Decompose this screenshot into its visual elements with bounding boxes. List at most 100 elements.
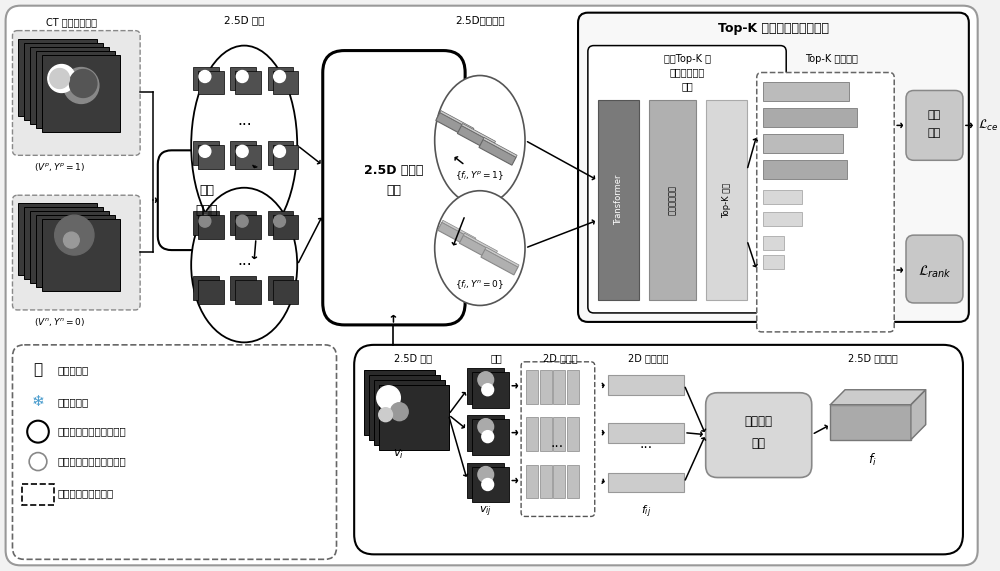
Bar <box>42 55 120 132</box>
Bar <box>230 211 256 235</box>
Circle shape <box>55 215 94 255</box>
Text: 参数冻结层: 参数冻结层 <box>58 397 89 407</box>
Text: 2.5D实例特征: 2.5D实例特征 <box>455 15 505 26</box>
Bar <box>649 100 696 300</box>
FancyBboxPatch shape <box>706 393 812 477</box>
FancyBboxPatch shape <box>12 31 140 155</box>
Polygon shape <box>462 123 496 143</box>
Ellipse shape <box>435 191 525 305</box>
Bar <box>268 276 293 300</box>
Bar <box>369 375 440 440</box>
Bar <box>553 417 565 451</box>
Bar <box>193 211 219 235</box>
Text: 网络: 网络 <box>752 437 766 450</box>
Bar <box>830 405 911 440</box>
FancyBboxPatch shape <box>323 51 465 325</box>
Bar <box>36 51 115 128</box>
Bar <box>364 370 435 435</box>
Polygon shape <box>440 111 474 130</box>
Bar <box>18 203 97 275</box>
Bar <box>763 108 857 127</box>
Bar <box>526 465 538 498</box>
Circle shape <box>199 215 211 227</box>
Bar <box>273 146 298 169</box>
Bar <box>230 276 256 300</box>
Bar <box>608 423 684 443</box>
Text: $\mathcal{L}_{rank}$: $\mathcal{L}_{rank}$ <box>918 264 951 280</box>
Text: $v_i$: $v_i$ <box>393 448 404 461</box>
FancyBboxPatch shape <box>757 73 894 332</box>
Polygon shape <box>438 222 475 248</box>
Polygon shape <box>481 249 518 275</box>
Text: $\mathcal{L}_{ce}$: $\mathcal{L}_{ce}$ <box>978 118 998 133</box>
Bar <box>30 47 109 124</box>
Bar <box>24 43 103 120</box>
Bar <box>273 71 298 94</box>
Circle shape <box>199 146 211 158</box>
Text: 2.5D 特征提: 2.5D 特征提 <box>364 164 423 177</box>
Text: $f_{ij}$: $f_{ij}$ <box>641 503 651 520</box>
Bar <box>706 100 747 300</box>
Circle shape <box>50 69 69 89</box>
Bar <box>763 236 784 250</box>
Bar <box>763 160 847 179</box>
Bar <box>526 370 538 404</box>
Bar <box>472 467 509 502</box>
Bar <box>553 465 565 498</box>
Ellipse shape <box>191 188 297 343</box>
Bar <box>608 375 684 395</box>
Text: 机制: 机制 <box>681 82 693 91</box>
Text: 实例: 实例 <box>199 184 214 197</box>
Bar <box>472 372 509 408</box>
Bar <box>193 142 219 165</box>
Bar <box>198 146 224 169</box>
Text: 正例包中的实例特征空间: 正例包中的实例特征空间 <box>58 457 126 467</box>
Bar <box>763 190 802 204</box>
Polygon shape <box>459 235 496 261</box>
Bar <box>268 211 293 235</box>
Text: $(V^p, Y^p = 1)$: $(V^p, Y^p = 1)$ <box>34 161 85 173</box>
Bar <box>198 215 224 239</box>
Text: 2.5D 实例: 2.5D 实例 <box>224 15 264 26</box>
Bar <box>467 368 504 404</box>
Bar <box>763 134 843 154</box>
Polygon shape <box>483 138 517 157</box>
Bar <box>193 276 219 300</box>
Text: 特征聚合: 特征聚合 <box>745 415 773 428</box>
Bar <box>379 385 449 449</box>
Bar <box>540 370 552 404</box>
Bar <box>567 370 579 404</box>
FancyBboxPatch shape <box>158 150 256 250</box>
Bar <box>467 463 504 498</box>
Circle shape <box>236 146 248 158</box>
Circle shape <box>199 71 211 82</box>
Text: $f_i$: $f_i$ <box>868 452 877 468</box>
Polygon shape <box>436 112 473 138</box>
Circle shape <box>236 215 248 227</box>
Bar <box>42 219 120 291</box>
Bar <box>230 142 256 165</box>
Text: 权重共享特征编码器: 权重共享特征编码器 <box>58 489 114 498</box>
Circle shape <box>391 403 408 421</box>
Text: CT 卷图像（包）: CT 卷图像（包） <box>46 18 97 27</box>
Text: 🔥: 🔥 <box>33 362 43 377</box>
Bar <box>268 142 293 165</box>
Bar <box>598 100 639 300</box>
FancyBboxPatch shape <box>588 46 786 313</box>
Text: $\{f_i, Y^n = 0\}$: $\{f_i, Y^n = 0\}$ <box>455 279 505 291</box>
FancyBboxPatch shape <box>521 362 595 516</box>
Circle shape <box>478 419 494 435</box>
Bar <box>235 71 261 94</box>
Bar <box>540 465 552 498</box>
Polygon shape <box>911 390 926 440</box>
FancyBboxPatch shape <box>12 195 140 310</box>
Bar <box>198 280 224 304</box>
Bar <box>763 82 849 102</box>
Text: 2.5D 实例: 2.5D 实例 <box>394 353 432 363</box>
Text: Top-K 实例预测: Top-K 实例预测 <box>805 54 858 63</box>
FancyBboxPatch shape <box>12 345 337 560</box>
Polygon shape <box>479 139 516 165</box>
Ellipse shape <box>191 46 297 245</box>
Bar <box>22 484 54 505</box>
Circle shape <box>482 431 494 443</box>
